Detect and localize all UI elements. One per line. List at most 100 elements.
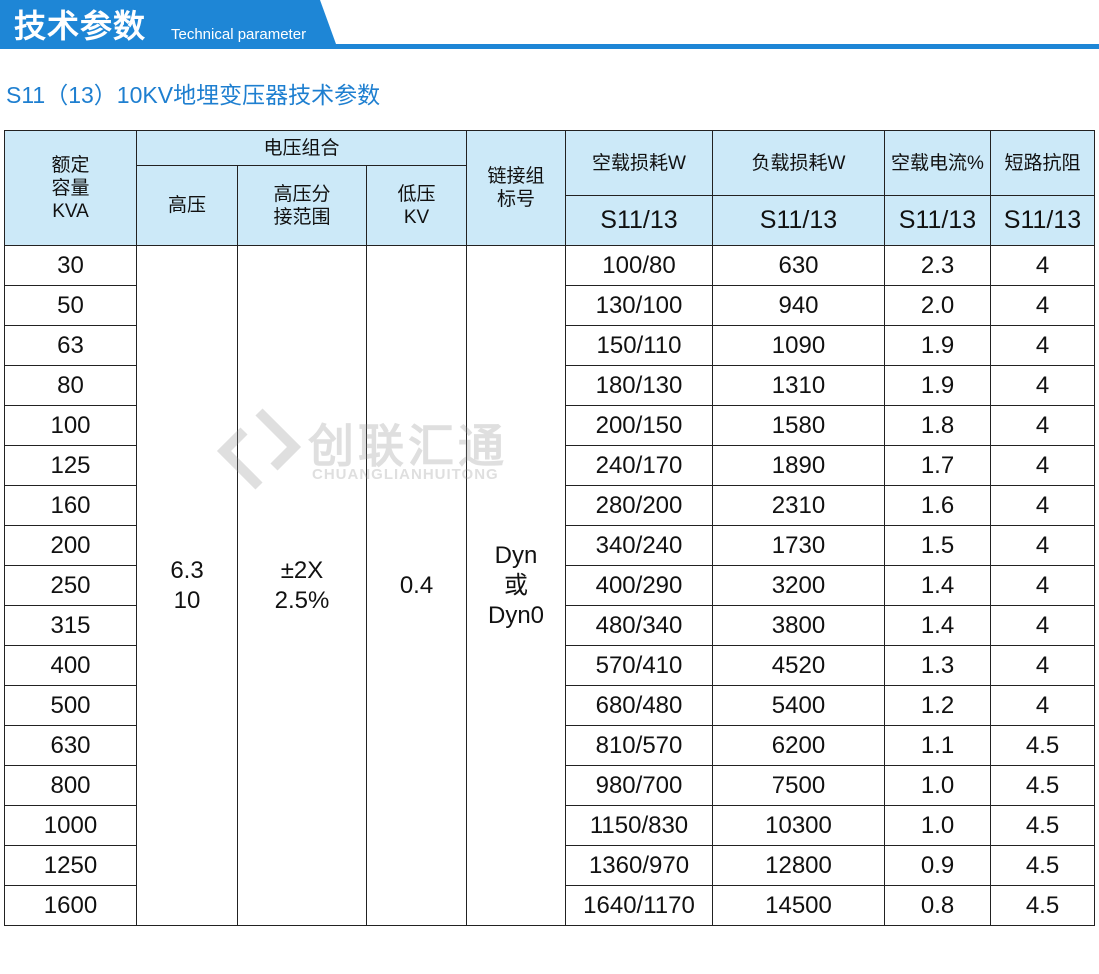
section-subtitle: Technical parameter [171,26,307,43]
header-cell: 链接组 标号 [466,130,566,246]
value-cell: 4.5 [990,845,1095,886]
table-row: 500 680/480 5400 1.2 4 [4,685,1095,726]
value-cell: 680/480 [565,685,713,726]
value-cell: 1890 [712,445,885,486]
value-cell: 200/150 [565,405,713,446]
value-cell: 1.4 [884,565,991,606]
capacity-cell: 125 [4,445,137,486]
capacity-cell: 500 [4,685,137,726]
value-cell: 2310 [712,485,885,526]
capacity-cell: 1600 [4,885,137,926]
capacity-cell: 200 [4,525,137,566]
header-group: 电压组合 [136,130,467,166]
value-cell: 340/240 [565,525,713,566]
capacity-cell: 30 [4,245,137,286]
title-rule [0,44,1099,49]
title-tab [0,0,336,44]
table-row: S11/13 S11/13 S11/13 S11/13 [5,195,1095,246]
value-cell: 1580 [712,405,885,446]
value-cell: 240/170 [565,445,713,486]
value-cell: 4.5 [990,805,1095,846]
value-cell: 1.7 [884,445,991,486]
value-cell: 1.0 [884,805,991,846]
table-row: 1250 1360/970 12800 0.9 4.5 [4,845,1095,886]
value-cell: 4 [990,445,1095,486]
table-row: 额定 容量 KVA 电压组合 链接组 标号 空载损耗W 负载损耗W 空载电流% 短路抗阻 [4,130,1095,246]
value-cell: 400/290 [565,565,713,606]
value-cell: 0.8 [884,885,991,926]
value-cell: 4 [990,525,1095,566]
value-cell: 570/410 [565,645,713,686]
value-cell: 1150/830 [565,805,713,846]
value-cell: 1.4 [884,605,991,646]
table-row: 高压 高压分 接范围 低压 KV [5,165,1095,246]
value-cell: 6200 [712,725,885,766]
value-cell: 4 [990,285,1095,326]
value-cell: 1310 [712,365,885,406]
spec-table: 额定 容量 KVA 电压组合 链接组 标号 空载损耗W 负载损耗W 空载电流% 短路抗阻 高压… [4,130,1095,926]
value-cell: 100/80 [565,245,713,286]
value-cell: 10300 [712,805,885,846]
value-cell: 3800 [712,605,885,646]
table-row: 1600 1640/1170 14500 0.8 4.5 [4,885,1095,926]
value-cell: 1.6 [884,485,991,526]
value-cell: 2.0 [884,285,991,326]
value-cell: 4.5 [990,885,1095,926]
capacity-cell: 1000 [4,805,137,846]
table-row: 400 570/410 4520 1.3 4 [4,645,1095,686]
table-row: 250 400/290 3200 1.4 4 [4,565,1095,606]
value-cell: 2.3 [884,245,991,286]
capacity-cell: 80 [4,365,137,406]
model-cell: S11/13 [712,195,885,246]
value-cell: 4 [990,325,1095,366]
capacity-cell: 63 [4,325,137,366]
table-row: 50 130/100 940 2.0 4 [4,285,1095,326]
model-cell: S11/13 [884,195,991,246]
header-cell: 额定 容量 KVA [4,130,137,246]
value-cell: 4520 [712,645,885,686]
value-cell: 280/200 [565,485,713,526]
value-cell: 1.8 [884,405,991,446]
header-cell: 高压分 接范围 [237,165,367,246]
capacity-cell: 800 [4,765,137,806]
value-cell: 4.5 [990,765,1095,806]
value-cell: 4 [990,565,1095,606]
value-cell: 4 [990,245,1095,286]
value-cell: 3200 [712,565,885,606]
table-heading: S11（13）10KV地埋变压器技术参数 [6,82,381,108]
header-cell: 空载损耗W [565,130,713,196]
model-cell: S11/13 [990,195,1095,246]
table-row: 80 180/130 1310 1.9 4 [4,365,1095,406]
capacity-cell: 315 [4,605,137,646]
value-cell: 980/700 [565,765,713,806]
merged-cell: 6.3 10 [136,245,238,926]
table-row: 30 6.3 10 ±2X 2.5% 0.4 Dyn 或 Dyn0 100/80 630 2.… [4,245,1095,926]
value-cell: 1.5 [884,525,991,566]
table-row: 200 340/240 1730 1.5 4 [4,525,1095,566]
value-cell: 480/340 [565,605,713,646]
capacity-cell: 160 [4,485,137,526]
value-cell: 810/570 [565,725,713,766]
value-cell: 5400 [712,685,885,726]
header-cell: 负载损耗W [712,130,885,196]
value-cell: 130/100 [565,285,713,326]
value-cell: 4 [990,405,1095,446]
value-cell: 1.3 [884,645,991,686]
header-cell: 短路抗阻 [990,130,1095,196]
value-cell: 1090 [712,325,885,366]
value-cell: 12800 [712,845,885,886]
table-row: 1000 1150/830 10300 1.0 4.5 [4,805,1095,846]
merged-cell: ±2X 2.5% [237,245,367,926]
table-row: 125 240/170 1890 1.7 4 [4,445,1095,486]
value-cell: 1.2 [884,685,991,726]
capacity-cell: 250 [4,565,137,606]
value-cell: 7500 [712,765,885,806]
title-bar [0,0,1099,49]
value-cell: 14500 [712,885,885,926]
merged-cell: 0.4 [366,245,467,926]
capacity-cell: 50 [4,285,137,326]
header-cell: 低压 KV [366,165,467,246]
capacity-cell: 630 [4,725,137,766]
value-cell: 940 [712,285,885,326]
